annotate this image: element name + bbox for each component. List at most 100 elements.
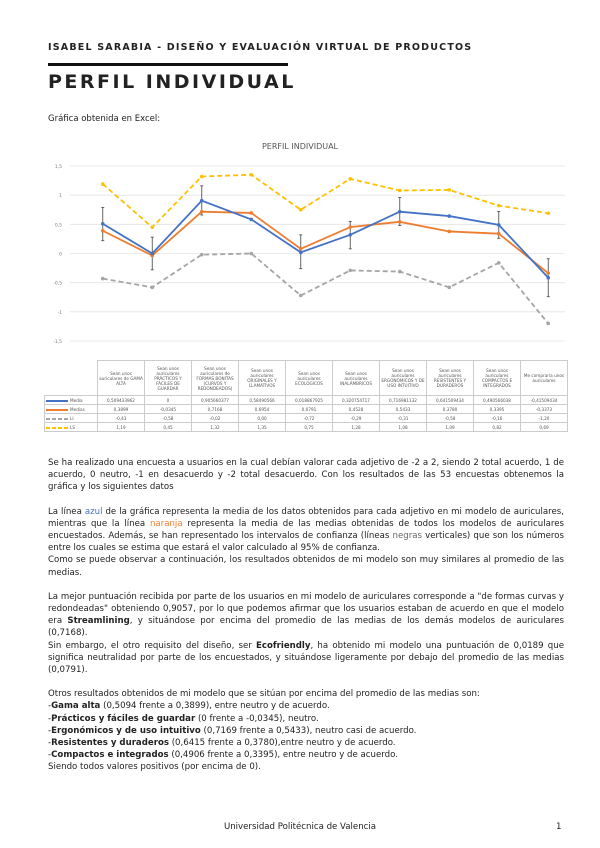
legend-entry: Medias xyxy=(44,404,98,414)
bold-term: Prácticos y fáciles de guardar xyxy=(51,713,196,724)
paragraph: Se ha realizado una encuesta a usuarios … xyxy=(48,458,564,493)
table-cell: 0,0791 xyxy=(285,404,333,414)
table-cell: -0,16 xyxy=(473,413,521,423)
list-item: -Gama alta (0,5094 frente a 0,3899), ent… xyxy=(48,701,330,712)
y-tick-label: -1,5 xyxy=(53,339,62,345)
legend-header xyxy=(45,361,98,396)
table-cell: -0,02 xyxy=(191,413,239,423)
data-point xyxy=(199,198,204,203)
series-name: LS xyxy=(70,424,75,430)
data-point xyxy=(249,217,254,222)
table-cell: 0,3395 xyxy=(473,404,521,414)
table-cell: 0,69 xyxy=(520,422,568,432)
paragraph: Otros resultados obtenidos de mi modelo … xyxy=(48,688,564,773)
data-point xyxy=(249,251,254,256)
data-point xyxy=(100,276,105,281)
table-cell: 0,45 xyxy=(144,422,192,432)
black-word: negras xyxy=(392,531,422,542)
orange-word: naranja xyxy=(149,518,183,529)
y-tick-label: -1 xyxy=(58,310,63,316)
data-point xyxy=(397,209,402,214)
text: Otros resultados obtenidos de mi modelo … xyxy=(48,689,480,700)
data-point xyxy=(348,268,353,273)
table-cell: -1,20 xyxy=(520,413,568,423)
bold-term: Gama alta xyxy=(51,701,101,712)
data-point xyxy=(298,293,303,298)
table-cell: 1,32 xyxy=(191,422,239,432)
data-point xyxy=(100,182,105,186)
text: , ha obtenido mi modelo una puntuación d… xyxy=(48,640,564,676)
table-cell: 0,3780 xyxy=(426,404,474,414)
text: Siendo todos valores positivos (por enci… xyxy=(48,762,261,773)
text: La mejor puntuación recibida por parte d… xyxy=(48,591,564,627)
table-cell: 0,75 xyxy=(285,422,333,432)
legend-swatch xyxy=(46,426,68,429)
table-cell: 0,7168 xyxy=(191,404,239,414)
chart-title: PERFIL INDIVIDUAL xyxy=(262,142,339,151)
column-header: Sean unos auriculares ERGONÓMICOS Y DE U… xyxy=(379,360,427,396)
table-row: Medias 0,3899 -0,0345 0,7168 0,6954 0,0791 0,4… xyxy=(44,404,568,414)
data-point xyxy=(100,221,105,226)
list-item: -Resistentes y duraderos (0,6415 frente … xyxy=(48,738,396,749)
legend-entry: LI xyxy=(44,413,98,423)
table-cell: 0,490566038 xyxy=(473,395,521,405)
data-point xyxy=(199,209,204,214)
data-point xyxy=(298,207,303,212)
text: representa la media de las medias obteni… xyxy=(48,518,564,542)
series-line-ls xyxy=(102,173,549,229)
text: (0,7169 frente a 0,5433), neutro casi de… xyxy=(200,725,417,736)
legend-swatch xyxy=(46,408,68,411)
bold-term: Ergonómicos y de uso intuitivo xyxy=(51,725,201,736)
table-cell: -0,0345 xyxy=(144,404,192,414)
running-header: ISABEL SARABIA - DISEÑO Y EVALUACIÓN VIR… xyxy=(48,42,473,53)
column-header: Sean unos auriculares de GAMA ALTA xyxy=(97,360,145,396)
column-header: Sean unos auriculares COMPACTOS E INTEGR… xyxy=(473,360,521,396)
table-cell: -0,72 xyxy=(285,413,333,423)
data-point xyxy=(100,228,105,233)
table-cell: 1,19 xyxy=(97,422,145,432)
bold-term: Ecofriendly xyxy=(256,640,311,651)
page-title: PERFIL INDIVIDUAL xyxy=(48,71,296,93)
list-item: -Compactos e integrados (0,4906 frente a… xyxy=(48,750,398,761)
footer: Universidad Politécnica de Valencia xyxy=(223,822,377,832)
table-cell: -0,58 xyxy=(144,413,192,423)
column-header: Sean unos auriculares PRÁCTICOS Y FÁCILE… xyxy=(144,360,192,396)
results-list: -Gama alta (0,5094 frente a 0,3899), ent… xyxy=(48,700,564,761)
list-item: -Ergonómicos y de uso intuitivo (0,7169 … xyxy=(48,725,417,736)
column-header: Sean unos auriculares INALÁMBRICOS xyxy=(332,360,380,396)
table-cell: 0,5433 xyxy=(379,404,427,414)
table-row: LS 1,19 0,45 1,32 1,35 0,75 1,28 1,08 1,09 0,82 0,… xyxy=(44,422,568,432)
data-point xyxy=(496,231,501,236)
table-cell: -0,58 xyxy=(426,413,474,423)
data-point xyxy=(496,223,501,227)
chart-data-table: Sean unos auriculares de GAMA ALTA Sean u… xyxy=(44,360,568,432)
data-point xyxy=(298,247,303,251)
table-cell: 1,28 xyxy=(332,422,380,432)
table-cell: 1,35 xyxy=(238,422,286,432)
data-point xyxy=(447,214,452,218)
data-point xyxy=(199,252,204,257)
data-point xyxy=(298,250,303,255)
data-point xyxy=(447,188,452,192)
column-header: Sean unos auriculares ORIGINALES Y LLAMA… xyxy=(238,360,286,396)
text: (0,6415 frente a 0,3780),entre neutro y … xyxy=(168,738,396,749)
data-point xyxy=(546,271,551,275)
table-cell: 0,905660377 xyxy=(191,395,239,405)
table-cell: 0,6954 xyxy=(238,404,286,414)
series-name: LI xyxy=(70,415,74,421)
bold-term: Streamlining xyxy=(67,616,130,627)
text: (0,4906 frente a 0,3395), entre neutro y… xyxy=(168,750,398,761)
text: (0,5094 frente a 0,3899), entre neutro y… xyxy=(100,701,330,712)
text: Sin embargo, el otro requisito del diseñ… xyxy=(48,640,564,677)
profile-line-chart: PERFIL INDIVIDUAL 1,5 1 0,5 0 -0,5 -1 -1,5 xyxy=(53,142,565,345)
table-cell: 0,320754717 xyxy=(332,395,380,405)
series-name: Media xyxy=(70,397,83,403)
text: , y situándose por encima del promedio d… xyxy=(48,616,564,639)
text: Como se puede observar a continuación, l… xyxy=(48,555,564,578)
table-cell: 0,509433962 xyxy=(97,395,145,405)
text: Sin embargo, el otro requisito del diseñ… xyxy=(48,640,257,651)
table-cell: 1,09 xyxy=(426,422,474,432)
data-point xyxy=(249,172,254,177)
data-point xyxy=(199,174,204,179)
